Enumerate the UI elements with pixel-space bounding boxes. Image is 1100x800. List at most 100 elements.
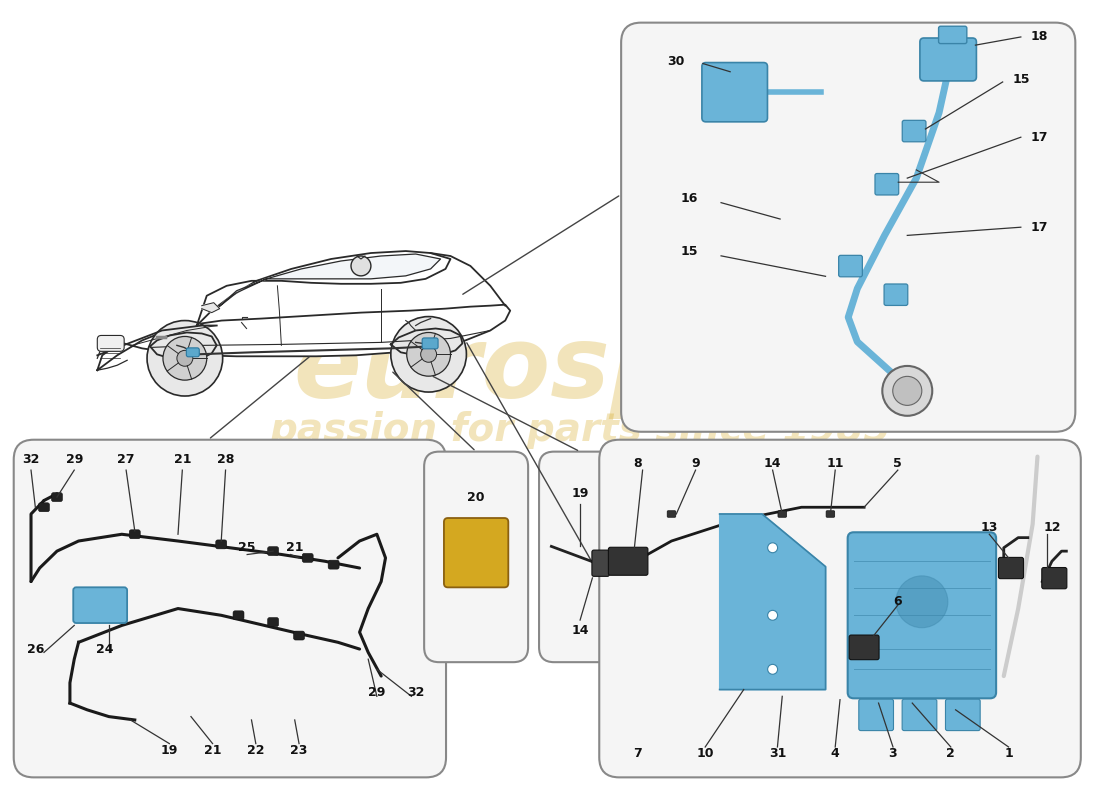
FancyBboxPatch shape (848, 532, 997, 698)
FancyBboxPatch shape (294, 631, 305, 640)
Polygon shape (197, 251, 451, 326)
Text: passion for parts since 1985: passion for parts since 1985 (270, 410, 891, 449)
Circle shape (351, 256, 371, 276)
FancyBboxPatch shape (778, 510, 786, 518)
FancyBboxPatch shape (874, 174, 899, 195)
Text: 21: 21 (174, 454, 191, 466)
Text: 32: 32 (22, 454, 40, 466)
Text: 17: 17 (1031, 221, 1047, 234)
Text: 9: 9 (691, 457, 700, 470)
Text: 23: 23 (290, 744, 308, 757)
FancyBboxPatch shape (328, 560, 339, 569)
Text: 19: 19 (161, 744, 178, 757)
Circle shape (768, 543, 778, 553)
Polygon shape (150, 333, 217, 360)
Text: 7: 7 (634, 747, 642, 760)
Text: 12: 12 (1043, 521, 1060, 534)
Circle shape (163, 337, 207, 380)
Text: 29: 29 (66, 454, 82, 466)
Text: 28: 28 (217, 454, 234, 466)
Circle shape (390, 317, 466, 392)
FancyBboxPatch shape (267, 618, 278, 626)
Text: 22: 22 (248, 744, 265, 757)
FancyBboxPatch shape (702, 62, 768, 122)
FancyBboxPatch shape (902, 699, 937, 730)
Text: 30: 30 (667, 55, 684, 68)
Text: 13: 13 (980, 521, 998, 534)
FancyBboxPatch shape (668, 510, 675, 518)
Text: 17: 17 (1031, 130, 1047, 144)
Text: 24: 24 (96, 642, 113, 655)
Text: 6: 6 (893, 595, 902, 608)
Polygon shape (97, 305, 510, 370)
Text: 15: 15 (1012, 74, 1030, 86)
FancyBboxPatch shape (608, 547, 648, 575)
FancyBboxPatch shape (13, 440, 446, 778)
FancyBboxPatch shape (621, 22, 1076, 432)
FancyBboxPatch shape (267, 546, 278, 556)
Text: 16: 16 (681, 192, 698, 205)
FancyBboxPatch shape (52, 493, 63, 502)
FancyBboxPatch shape (946, 699, 980, 730)
Text: 4: 4 (830, 747, 839, 760)
Circle shape (768, 610, 778, 620)
FancyBboxPatch shape (539, 452, 622, 662)
Text: 31: 31 (769, 747, 786, 760)
FancyBboxPatch shape (999, 558, 1023, 578)
Circle shape (177, 350, 192, 366)
FancyBboxPatch shape (97, 335, 124, 351)
Text: 14: 14 (763, 457, 781, 470)
FancyBboxPatch shape (849, 635, 879, 660)
Circle shape (895, 576, 948, 628)
FancyBboxPatch shape (826, 510, 835, 518)
Text: 15: 15 (681, 246, 698, 258)
FancyBboxPatch shape (130, 530, 140, 538)
Text: 11: 11 (826, 457, 844, 470)
FancyBboxPatch shape (592, 550, 609, 576)
Text: 29: 29 (368, 686, 385, 699)
FancyBboxPatch shape (884, 284, 908, 306)
Text: 5: 5 (893, 457, 902, 470)
Text: 14: 14 (571, 624, 588, 637)
Text: 10: 10 (696, 747, 714, 760)
FancyBboxPatch shape (859, 699, 893, 730)
Text: 20: 20 (468, 491, 485, 505)
Circle shape (420, 346, 437, 362)
FancyBboxPatch shape (1042, 567, 1067, 589)
Circle shape (882, 366, 933, 416)
FancyBboxPatch shape (422, 338, 438, 349)
FancyBboxPatch shape (39, 502, 50, 512)
Polygon shape (217, 254, 441, 309)
Text: 27: 27 (118, 454, 135, 466)
Text: 26: 26 (26, 642, 44, 655)
Text: 21: 21 (204, 744, 221, 757)
Circle shape (147, 321, 222, 396)
Circle shape (407, 333, 451, 376)
Text: 25: 25 (239, 542, 256, 554)
FancyBboxPatch shape (444, 518, 508, 587)
Polygon shape (201, 302, 220, 313)
Text: 3: 3 (889, 747, 898, 760)
Text: eurospare: eurospare (294, 322, 867, 418)
FancyBboxPatch shape (233, 611, 244, 620)
FancyBboxPatch shape (902, 120, 926, 142)
FancyBboxPatch shape (216, 540, 227, 549)
Text: 1: 1 (1004, 747, 1013, 760)
Circle shape (893, 376, 922, 406)
Text: 19: 19 (571, 487, 588, 500)
Text: 8: 8 (634, 457, 642, 470)
Polygon shape (390, 329, 462, 356)
FancyBboxPatch shape (838, 255, 862, 277)
FancyBboxPatch shape (938, 26, 967, 43)
Text: 18: 18 (1031, 30, 1047, 43)
FancyBboxPatch shape (920, 38, 977, 81)
Text: 2: 2 (946, 747, 955, 760)
Polygon shape (719, 514, 826, 690)
FancyBboxPatch shape (74, 587, 128, 623)
FancyBboxPatch shape (186, 348, 199, 357)
FancyBboxPatch shape (600, 440, 1081, 778)
Circle shape (768, 664, 778, 674)
Text: 21: 21 (286, 542, 304, 554)
Text: 32: 32 (407, 686, 425, 699)
FancyBboxPatch shape (425, 452, 528, 662)
